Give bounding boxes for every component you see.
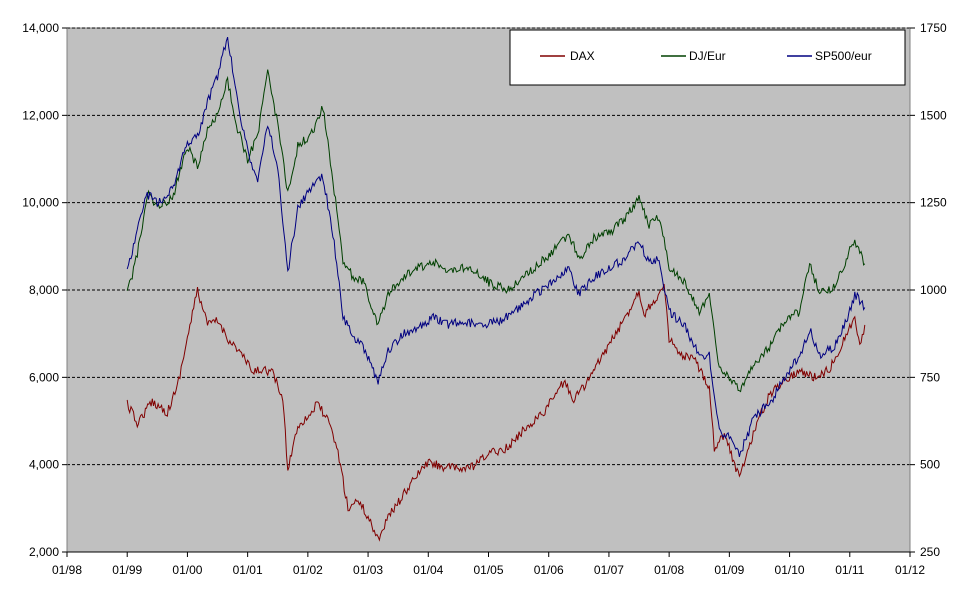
left-tick-label: 14,000	[22, 21, 59, 35]
series-layer	[126, 36, 866, 542]
x-tick-label: 01/02	[293, 563, 323, 577]
x-tick-label: 01/00	[172, 563, 202, 577]
x-tick-label: 01/12	[895, 563, 925, 577]
right-tick-label: 250	[920, 545, 940, 559]
x-tick-label: 01/09	[714, 563, 744, 577]
legend-label-dj-eur: DJ/Eur	[689, 49, 726, 63]
left-tick-label: 6,000	[29, 370, 59, 384]
series-line-dj-eur	[126, 69, 866, 393]
x-tick-label: 01/06	[534, 563, 564, 577]
right-tick-label: 1000	[920, 283, 947, 297]
x-tick-label: 01/03	[353, 563, 383, 577]
right-tick-label: 1750	[920, 21, 947, 35]
x-tick-label: 01/08	[654, 563, 684, 577]
left-tick-label: 10,000	[22, 196, 59, 210]
legend-label-sp500-eur: SP500/eur	[815, 49, 872, 63]
x-tick-label: 01/99	[112, 563, 142, 577]
left-tick-label: 2,000	[29, 545, 59, 559]
x-tick-label: 01/04	[413, 563, 443, 577]
legend-box	[509, 29, 906, 86]
series-line-dax	[126, 283, 866, 542]
right-tick-label: 1250	[920, 196, 947, 210]
x-tick-label: 01/05	[473, 563, 503, 577]
x-tick-label: 01/98	[52, 563, 82, 577]
left-tick-label: 12,000	[22, 108, 59, 122]
right-tick-label: 750	[920, 370, 940, 384]
series-line-sp500-eur	[126, 36, 866, 458]
x-tick-label: 01/01	[233, 563, 263, 577]
right-tick-label: 1500	[920, 108, 947, 122]
x-tick-label: 01/07	[594, 563, 624, 577]
x-tick-label: 01/11	[835, 563, 864, 577]
left-tick-label: 4,000	[29, 458, 59, 472]
x-axis: 01/98 01/99 01/00 01/01 01/02 01/03 01/04 01/05…	[52, 551, 925, 577]
gridlines	[67, 27, 910, 466]
left-y-axis: 2,000 4,000 6,000 8,000 10,000 12,000 14,000	[22, 21, 68, 559]
right-tick-label: 500	[920, 458, 940, 472]
legend-label-dax: DAX	[570, 49, 595, 63]
x-tick-label: 01/10	[775, 563, 805, 577]
right-y-axis: 250 500 750 1000 1250 1500 1750	[909, 21, 947, 559]
legend: DAX DJ/Eur SP500/eur	[509, 29, 906, 86]
left-tick-label: 8,000	[29, 283, 59, 297]
